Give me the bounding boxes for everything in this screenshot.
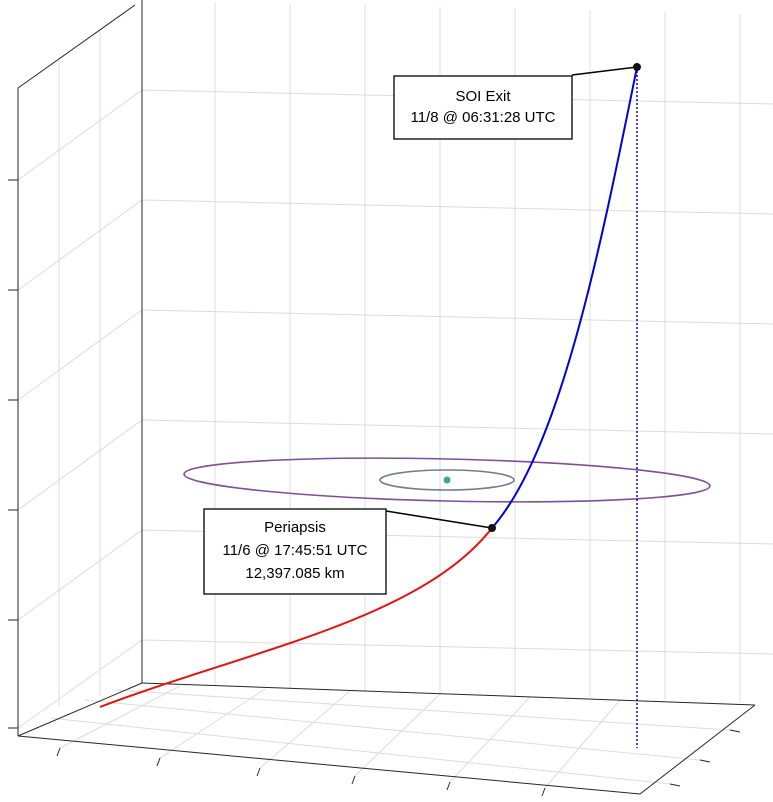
box-edges bbox=[8, 0, 756, 797]
grid-line bbox=[17, 419, 143, 511]
grid-line bbox=[141, 419, 773, 435]
soi-exit-point bbox=[633, 63, 641, 71]
grid-line bbox=[141, 199, 773, 215]
axis-line bbox=[17, 4, 136, 89]
axis-line bbox=[639, 704, 756, 795]
grid-line bbox=[114, 689, 731, 731]
tick bbox=[156, 757, 161, 767]
grid-line bbox=[17, 309, 143, 401]
grid-line bbox=[17, 199, 143, 291]
grid-line bbox=[84, 699, 701, 761]
side-wall-grid bbox=[17, 30, 143, 729]
tick bbox=[541, 787, 546, 797]
axis-line bbox=[141, 682, 756, 706]
tick bbox=[446, 781, 451, 791]
tick bbox=[56, 747, 61, 757]
grid-line bbox=[159, 688, 266, 759]
inbound-trajectory bbox=[99, 527, 493, 708]
inner-orbit bbox=[379, 469, 515, 491]
annotation-text: 12,397.085 km bbox=[245, 565, 344, 582]
periapsis-point bbox=[488, 524, 496, 532]
annotation-text: 11/6 @ 17:45:51 UTC bbox=[222, 542, 367, 559]
grid-line bbox=[17, 89, 143, 181]
grid-line bbox=[17, 529, 143, 621]
grid-line bbox=[17, 639, 143, 729]
grid-line bbox=[544, 699, 621, 789]
tick bbox=[351, 775, 356, 785]
grid-line bbox=[354, 693, 441, 777]
grid-line bbox=[49, 717, 671, 785]
floor-grid bbox=[49, 685, 731, 789]
annotation-box bbox=[393, 75, 573, 140]
annotation-title: Periapsis bbox=[264, 519, 326, 536]
tick bbox=[669, 783, 681, 787]
annotation-text: 11/8 @ 06:31:28 UTC bbox=[410, 109, 555, 126]
grid-line bbox=[141, 639, 773, 655]
annotation-title: SOI Exit bbox=[455, 88, 511, 105]
callout-line bbox=[385, 510, 493, 529]
grid-line bbox=[141, 309, 773, 325]
axis-line bbox=[17, 682, 143, 737]
tick bbox=[256, 767, 261, 777]
back-wall-grid bbox=[141, 2, 773, 703]
callout-line bbox=[571, 66, 638, 76]
axis-line bbox=[17, 735, 641, 795]
outbound-trajectory bbox=[491, 66, 638, 529]
grid-line bbox=[59, 685, 181, 749]
tick bbox=[729, 729, 741, 733]
tick bbox=[699, 759, 711, 763]
outer-orbit bbox=[183, 457, 711, 503]
annotation-box bbox=[203, 508, 387, 595]
central-body bbox=[443, 476, 451, 484]
